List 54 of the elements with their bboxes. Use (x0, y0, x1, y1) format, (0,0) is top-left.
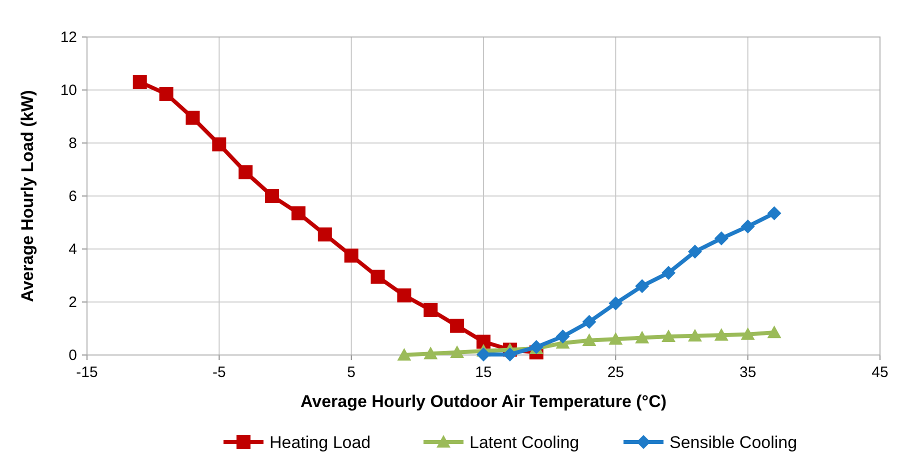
point (767, 206, 782, 220)
point (556, 329, 570, 344)
point (582, 314, 596, 329)
y-axis-title: Average Hourly Load (kW) (18, 90, 37, 302)
point (450, 318, 464, 333)
point (688, 328, 702, 342)
point (688, 244, 702, 259)
point (291, 206, 306, 220)
point (476, 334, 490, 349)
x-tick-label: 15 (475, 364, 492, 381)
y-tick-label: 0 (68, 347, 77, 364)
point (635, 279, 650, 294)
x-tick-label: -5 (212, 364, 226, 381)
point (132, 75, 147, 90)
x-tick-label: 35 (739, 364, 756, 381)
point (767, 325, 782, 338)
y-tick-label: 10 (60, 82, 77, 99)
y-tick-label: 8 (68, 135, 77, 152)
point (397, 288, 412, 302)
legend-label: Heating Load (270, 433, 371, 452)
point (450, 345, 464, 358)
point (476, 347, 490, 362)
point (714, 328, 728, 341)
legend-label: Sensible Cooling (670, 433, 798, 452)
y-tick-label: 2 (68, 294, 77, 311)
point (212, 137, 226, 152)
point (582, 333, 596, 346)
x-axis-title: Average Hourly Outdoor Air Temperature (°C) (300, 392, 667, 411)
point (740, 327, 755, 340)
x-tick-label: 45 (872, 364, 888, 381)
point (265, 189, 280, 203)
point (424, 346, 438, 360)
y-tick-label: 12 (60, 29, 77, 46)
point (238, 165, 253, 180)
point (370, 270, 385, 284)
point (424, 302, 438, 317)
y-tick-label: 6 (68, 188, 77, 205)
point (344, 248, 358, 263)
point (318, 227, 332, 242)
x-tick-label: 5 (347, 364, 356, 381)
point (608, 332, 623, 345)
point (635, 330, 650, 344)
point (186, 110, 200, 125)
point (159, 86, 174, 101)
legend-label: Latent Cooling (470, 433, 580, 452)
point (662, 329, 676, 342)
x-tick-label: -15 (76, 364, 98, 381)
point (397, 348, 412, 361)
point (740, 219, 755, 234)
point (662, 266, 676, 280)
point (714, 231, 728, 246)
x-tick-label: 25 (607, 364, 624, 381)
y-tick-label: 4 (68, 241, 77, 258)
point (608, 296, 623, 310)
